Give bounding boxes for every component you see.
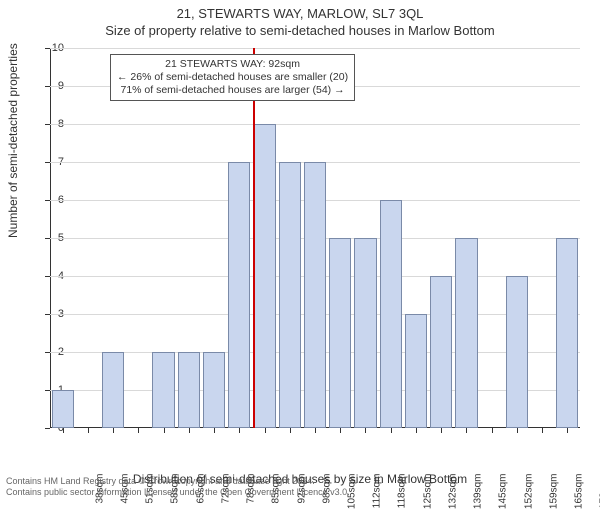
x-tick-mark bbox=[164, 428, 165, 433]
x-tick-mark bbox=[391, 428, 392, 433]
histogram-bar bbox=[506, 276, 528, 428]
bars-group bbox=[50, 48, 580, 428]
info-box: 21 STEWARTS WAY: 92sqm ← 26% of semi-det… bbox=[110, 54, 355, 101]
histogram-bar bbox=[329, 238, 351, 428]
x-tick-mark bbox=[290, 428, 291, 433]
footer-line-2: Contains public sector information licen… bbox=[6, 487, 350, 498]
x-tick-mark bbox=[239, 428, 240, 433]
histogram-bar bbox=[556, 238, 578, 428]
info-line-2: ← 26% of semi-detached houses are smalle… bbox=[117, 71, 348, 84]
x-tick-mark bbox=[466, 428, 467, 433]
attribution-footer: Contains HM Land Registry data © Crown c… bbox=[6, 476, 350, 498]
y-axis-label: Number of semi-detached properties bbox=[6, 43, 20, 238]
x-tick-mark bbox=[416, 428, 417, 433]
histogram-bar bbox=[52, 390, 74, 428]
x-tick-mark bbox=[63, 428, 64, 433]
x-tick-mark bbox=[542, 428, 543, 433]
x-tick-mark bbox=[113, 428, 114, 433]
histogram-bar bbox=[304, 162, 326, 428]
histogram-bar bbox=[178, 352, 200, 428]
x-tick-mark bbox=[492, 428, 493, 433]
histogram-bar bbox=[203, 352, 225, 428]
plot-area: 21 STEWARTS WAY: 92sqm ← 26% of semi-det… bbox=[50, 48, 580, 428]
histogram-bar bbox=[354, 238, 376, 428]
histogram-bar bbox=[380, 200, 402, 428]
x-tick-mark bbox=[138, 428, 139, 433]
histogram-bar bbox=[228, 162, 250, 428]
x-tick-mark bbox=[88, 428, 89, 433]
x-tick-mark bbox=[265, 428, 266, 433]
footer-line-1: Contains HM Land Registry data © Crown c… bbox=[6, 476, 350, 487]
histogram-bar bbox=[279, 162, 301, 428]
x-tick-mark bbox=[365, 428, 366, 433]
x-tick-mark bbox=[214, 428, 215, 433]
x-tick-mark bbox=[441, 428, 442, 433]
histogram-bar bbox=[455, 238, 477, 428]
x-tick-mark bbox=[315, 428, 316, 433]
info-line-3: 71% of semi-detached houses are larger (… bbox=[117, 84, 348, 97]
histogram-bar bbox=[430, 276, 452, 428]
y-tick-mark bbox=[45, 428, 50, 429]
chart-title-line2: Size of property relative to semi-detach… bbox=[0, 21, 600, 42]
info-line-1: 21 STEWARTS WAY: 92sqm bbox=[117, 58, 348, 71]
histogram-bar bbox=[253, 124, 275, 428]
histogram-bar bbox=[152, 352, 174, 428]
histogram-bar bbox=[405, 314, 427, 428]
chart-title-line1: 21, STEWARTS WAY, MARLOW, SL7 3QL bbox=[0, 0, 600, 21]
x-tick-mark bbox=[567, 428, 568, 433]
x-tick-mark bbox=[189, 428, 190, 433]
x-tick-mark bbox=[340, 428, 341, 433]
x-tick-mark bbox=[517, 428, 518, 433]
histogram-bar bbox=[102, 352, 124, 428]
chart-container: 21, STEWARTS WAY, MARLOW, SL7 3QL Size o… bbox=[0, 0, 600, 500]
reference-line bbox=[253, 48, 255, 428]
